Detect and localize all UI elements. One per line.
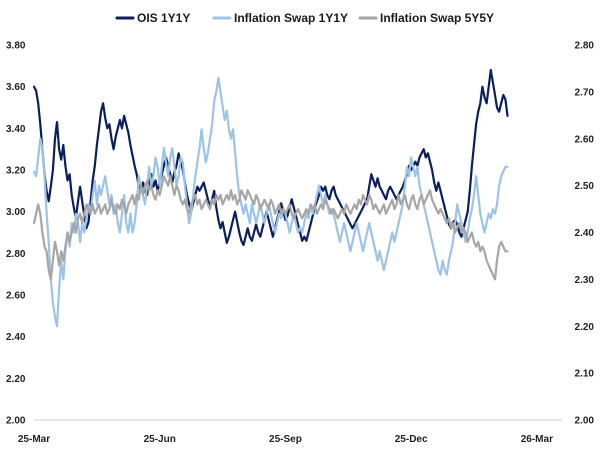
y-left-tick-label: 2.60 [6, 291, 26, 302]
y-right-tick-label: 2.30 [575, 275, 595, 286]
series-line-inflation-swap-5y5y [32, 175, 509, 281]
x-tick-label: 26-Mar [521, 434, 553, 445]
y-left-tick-label: 2.40 [6, 332, 26, 343]
legend-label-ois-1y1y: OIS 1Y1Y [137, 11, 190, 25]
x-tick-label: 25-Sep [269, 434, 302, 445]
y-left-tick-label: 3.00 [6, 207, 26, 218]
series-lines [32, 68, 509, 328]
y-left-tick-label: 3.40 [6, 124, 26, 135]
y-left-tick-label: 3.80 [6, 41, 26, 52]
y-left-tick-label: 3.20 [6, 166, 26, 177]
x-tick-label: 25-Mar [18, 434, 50, 445]
legend-label-inflation-swap-1y1y: Inflation Swap 1Y1Y [234, 11, 348, 25]
y-right-tick-label: 2.00 [575, 416, 595, 427]
y-right-tick-label: 2.20 [575, 322, 595, 333]
series-line-ois-1y1y [32, 68, 509, 247]
right-y-axis: 2.00 2.10 2.20 2.30 2.40 2.50 2.60 2.70 2.80 [575, 41, 595, 427]
y-right-tick-label: 2.70 [575, 87, 595, 98]
legend: OIS 1Y1Y Inflation Swap 1Y1Y Inflation Swa… [115, 11, 494, 25]
y-right-tick-label: 2.50 [575, 181, 595, 192]
y-right-tick-label: 2.80 [575, 41, 595, 52]
x-axis: 25-Mar 25-Jun 25-Sep 25-Dec 26-Mar [18, 419, 562, 445]
x-tick-label: 25-Dec [395, 434, 428, 445]
y-right-tick-label: 2.40 [575, 228, 595, 239]
y-left-tick-label: 3.60 [6, 82, 26, 93]
y-left-tick-label: 2.80 [6, 249, 26, 260]
y-right-tick-label: 2.60 [575, 134, 595, 145]
y-right-tick-label: 2.10 [575, 369, 595, 380]
legend-label-inflation-swap-5y5y: Inflation Swap 5Y5Y [380, 11, 494, 25]
left-y-axis: 2.00 2.20 2.40 2.60 2.80 3.00 3.20 3.40 3.60 3.80 [6, 41, 26, 427]
x-tick-label: 25-Jun [144, 434, 176, 445]
y-left-tick-label: 2.00 [6, 416, 26, 427]
y-left-tick-label: 2.20 [6, 374, 26, 385]
